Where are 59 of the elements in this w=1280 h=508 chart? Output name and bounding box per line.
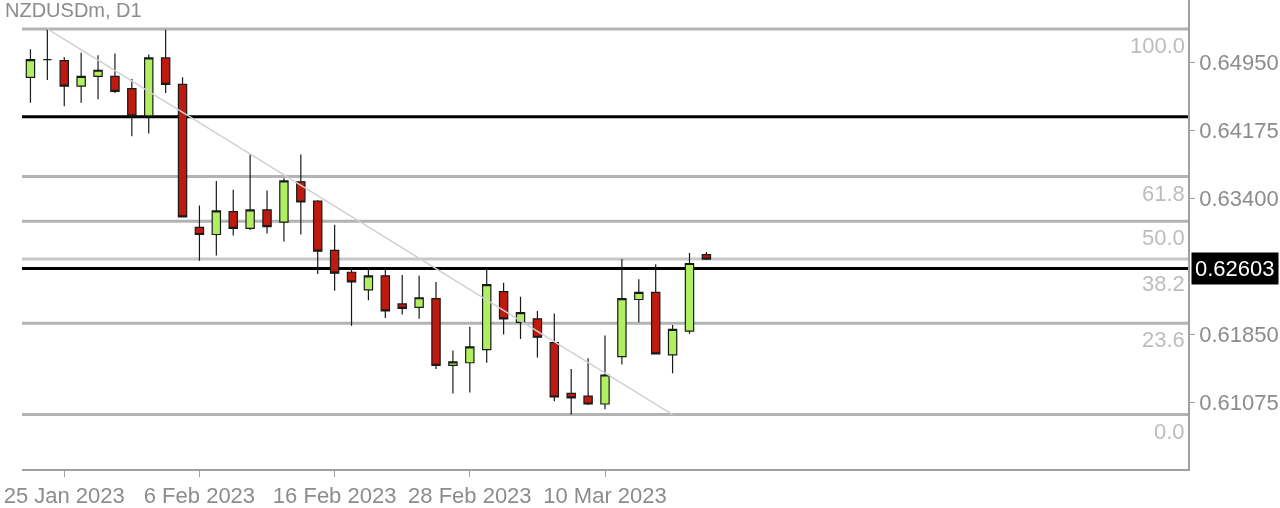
candlestick [262, 189, 272, 235]
y-tick-label: 0.63400 [1199, 186, 1279, 212]
candlestick [279, 177, 289, 243]
candlestick [144, 53, 154, 135]
candlestick [245, 153, 255, 231]
candlestick [566, 368, 576, 416]
candlestick [76, 52, 86, 104]
candlestick [363, 266, 374, 301]
x-tick-label: 16 Feb 2023 [272, 483, 397, 508]
candlestick [431, 281, 441, 370]
candlestick [194, 204, 205, 262]
annotation: 0.0 [1154, 419, 1185, 444]
candlestick [549, 312, 560, 402]
annotation: 23.6 [1142, 327, 1185, 352]
x-tick-label: 25 Jan 2023 [3, 483, 125, 508]
candlestick [93, 54, 103, 100]
candlestick [634, 278, 644, 323]
candlestick [684, 252, 695, 335]
x-tick-label: 28 Feb 2023 [408, 483, 532, 508]
candlestick [228, 189, 238, 236]
candlestick [329, 224, 340, 292]
ref-line-label: 0.62603 [1195, 256, 1275, 281]
candlestick [414, 275, 424, 320]
candlestick [448, 349, 458, 395]
candlestick [312, 199, 323, 275]
candlestick [481, 266, 492, 364]
candlestick [59, 56, 69, 107]
x-tick-label: 6 Feb 2023 [143, 483, 256, 508]
candlestick [25, 48, 36, 104]
candlestick [532, 310, 543, 359]
candlestick [380, 266, 391, 319]
candlestick [397, 274, 407, 316]
candlestick [42, 28, 53, 81]
candlestick [600, 334, 610, 410]
candlestick [110, 52, 120, 94]
candlestick [667, 324, 678, 374]
y-tick-label: 0.64175 [1199, 118, 1279, 144]
x-tick-label: 10 Mar 2023 [543, 483, 667, 508]
candlestick [296, 153, 306, 236]
annotation: 61.8 [1142, 181, 1185, 206]
candlestick [583, 357, 593, 406]
candlestick [617, 258, 627, 366]
annotation: 50.0 [1142, 225, 1185, 250]
annotation: 38.2 [1142, 271, 1185, 296]
candlestick [650, 263, 661, 355]
y-tick-label: 0.64950 [1199, 50, 1279, 76]
candlestick [465, 326, 475, 394]
candlestick [211, 180, 222, 257]
y-tick-label: 0.61850 [1199, 322, 1279, 348]
chart-title: NZDUSDm, D1 [5, 0, 142, 21]
candlestick [498, 282, 509, 336]
candlestick [515, 296, 526, 340]
candlestick [160, 29, 171, 94]
annotation: 100.0 [1130, 33, 1186, 58]
candlestick [127, 78, 137, 137]
candlestick [177, 76, 188, 218]
candlestick [701, 251, 712, 261]
y-tick-label: 0.61075 [1199, 390, 1279, 416]
candlestick [346, 266, 357, 327]
